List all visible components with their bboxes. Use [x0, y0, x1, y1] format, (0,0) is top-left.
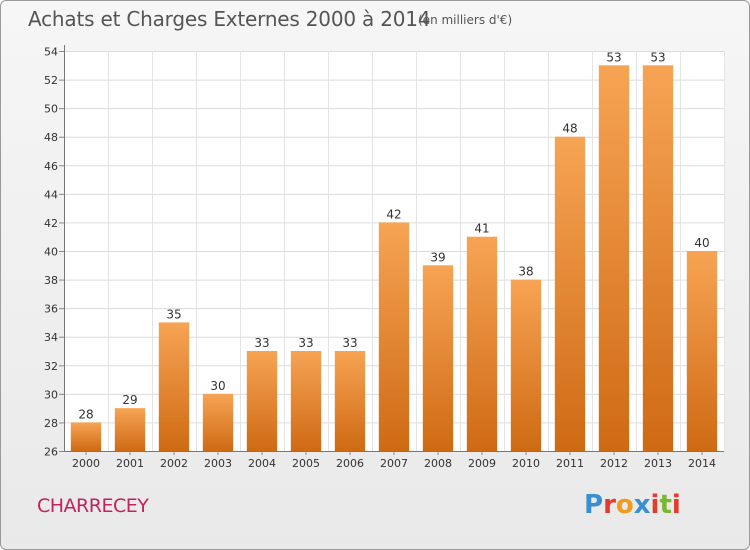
bars: 28 29 35 30 33 33 33 42 39 41 38 48 53 53 40: [70, 50, 718, 452]
y-tick-label: 40: [44, 246, 58, 259]
logo-letter: o: [615, 490, 634, 520]
logo-letter: r: [603, 490, 616, 520]
bar-2011: [554, 136, 586, 451]
x-tick-label: 2006: [336, 457, 364, 470]
x-tick-label: 2003: [204, 457, 232, 470]
x-tick-label: 2012: [600, 457, 628, 470]
bar-2000: [70, 422, 102, 451]
data-label: 33: [254, 336, 269, 350]
axes: 26 28 30 32 34 36 38 40 42 44 46 48 50 52 54 2000 2001 20…: [44, 45, 724, 470]
bar-2004: [246, 351, 278, 451]
logo-letter: P: [584, 490, 604, 520]
data-label: 42: [386, 207, 401, 221]
data-label: 33: [298, 336, 313, 350]
x-tick-label: 2008: [424, 457, 452, 470]
y-tick-label: 54: [44, 46, 58, 59]
bar-2006: [334, 351, 366, 451]
data-label: 53: [606, 50, 621, 64]
y-tick-label: 46: [44, 160, 58, 173]
y-tick-label: 48: [44, 131, 58, 144]
x-tick-label: 2000: [72, 457, 100, 470]
data-label: 40: [694, 236, 709, 250]
proxiti-logo: Proxiti: [584, 490, 681, 520]
bar-2014: [686, 251, 718, 451]
x-tick-label: 2007: [380, 457, 408, 470]
bar-2012: [598, 65, 630, 452]
bar-2008: [422, 265, 454, 451]
data-label: 39: [430, 250, 445, 264]
y-tick-label: 32: [44, 360, 58, 373]
logo-letter: x: [633, 490, 651, 520]
y-tick-label: 38: [44, 274, 58, 287]
data-label: 53: [650, 50, 665, 64]
y-tick-label: 34: [44, 331, 58, 344]
y-tick-label: 50: [44, 103, 58, 116]
x-tick-label: 2004: [248, 457, 276, 470]
commune-name: CHARRECEY: [37, 495, 149, 517]
bar-2005: [290, 351, 322, 451]
chart-title: Achats et Charges Externes 2000 à 2014: [28, 7, 431, 31]
data-label: 33: [342, 336, 357, 350]
x-tick-label: 2014: [688, 457, 716, 470]
x-tick-label: 2005: [292, 457, 320, 470]
y-tick-label: 30: [44, 388, 58, 401]
bar-2009: [466, 236, 498, 451]
y-tick-label: 36: [44, 303, 58, 316]
data-label: 41: [474, 222, 489, 236]
data-label: 35: [166, 307, 181, 321]
bar-2010: [510, 279, 542, 451]
x-tick-label: 2009: [468, 457, 496, 470]
data-label: 28: [78, 407, 93, 421]
bar-2003: [202, 393, 234, 451]
logo-letter: t: [659, 490, 672, 520]
x-tick-label: 2011: [556, 457, 584, 470]
y-tick-label: 44: [44, 188, 58, 201]
data-label: 38: [518, 265, 533, 279]
y-tick-label: 26: [44, 446, 58, 459]
data-label: 30: [210, 379, 225, 393]
x-tick-label: 2013: [644, 457, 672, 470]
x-tick-label: 2001: [116, 457, 144, 470]
y-tick-label: 42: [44, 217, 58, 230]
bar-2002: [158, 322, 190, 451]
bar-2007: [378, 222, 410, 451]
bar-2013: [642, 65, 674, 452]
y-tick-label: 52: [44, 74, 58, 87]
chart-subtitle: (en milliers d'€): [418, 13, 513, 27]
data-label: 29: [122, 393, 137, 407]
y-tick-label: 28: [44, 417, 58, 430]
data-label: 48: [562, 122, 577, 136]
logo-letter: i: [671, 490, 681, 520]
x-tick-label: 2010: [512, 457, 540, 470]
x-tick-label: 2002: [160, 457, 188, 470]
logo-letter: i: [650, 490, 660, 520]
bar-2001: [114, 408, 146, 451]
